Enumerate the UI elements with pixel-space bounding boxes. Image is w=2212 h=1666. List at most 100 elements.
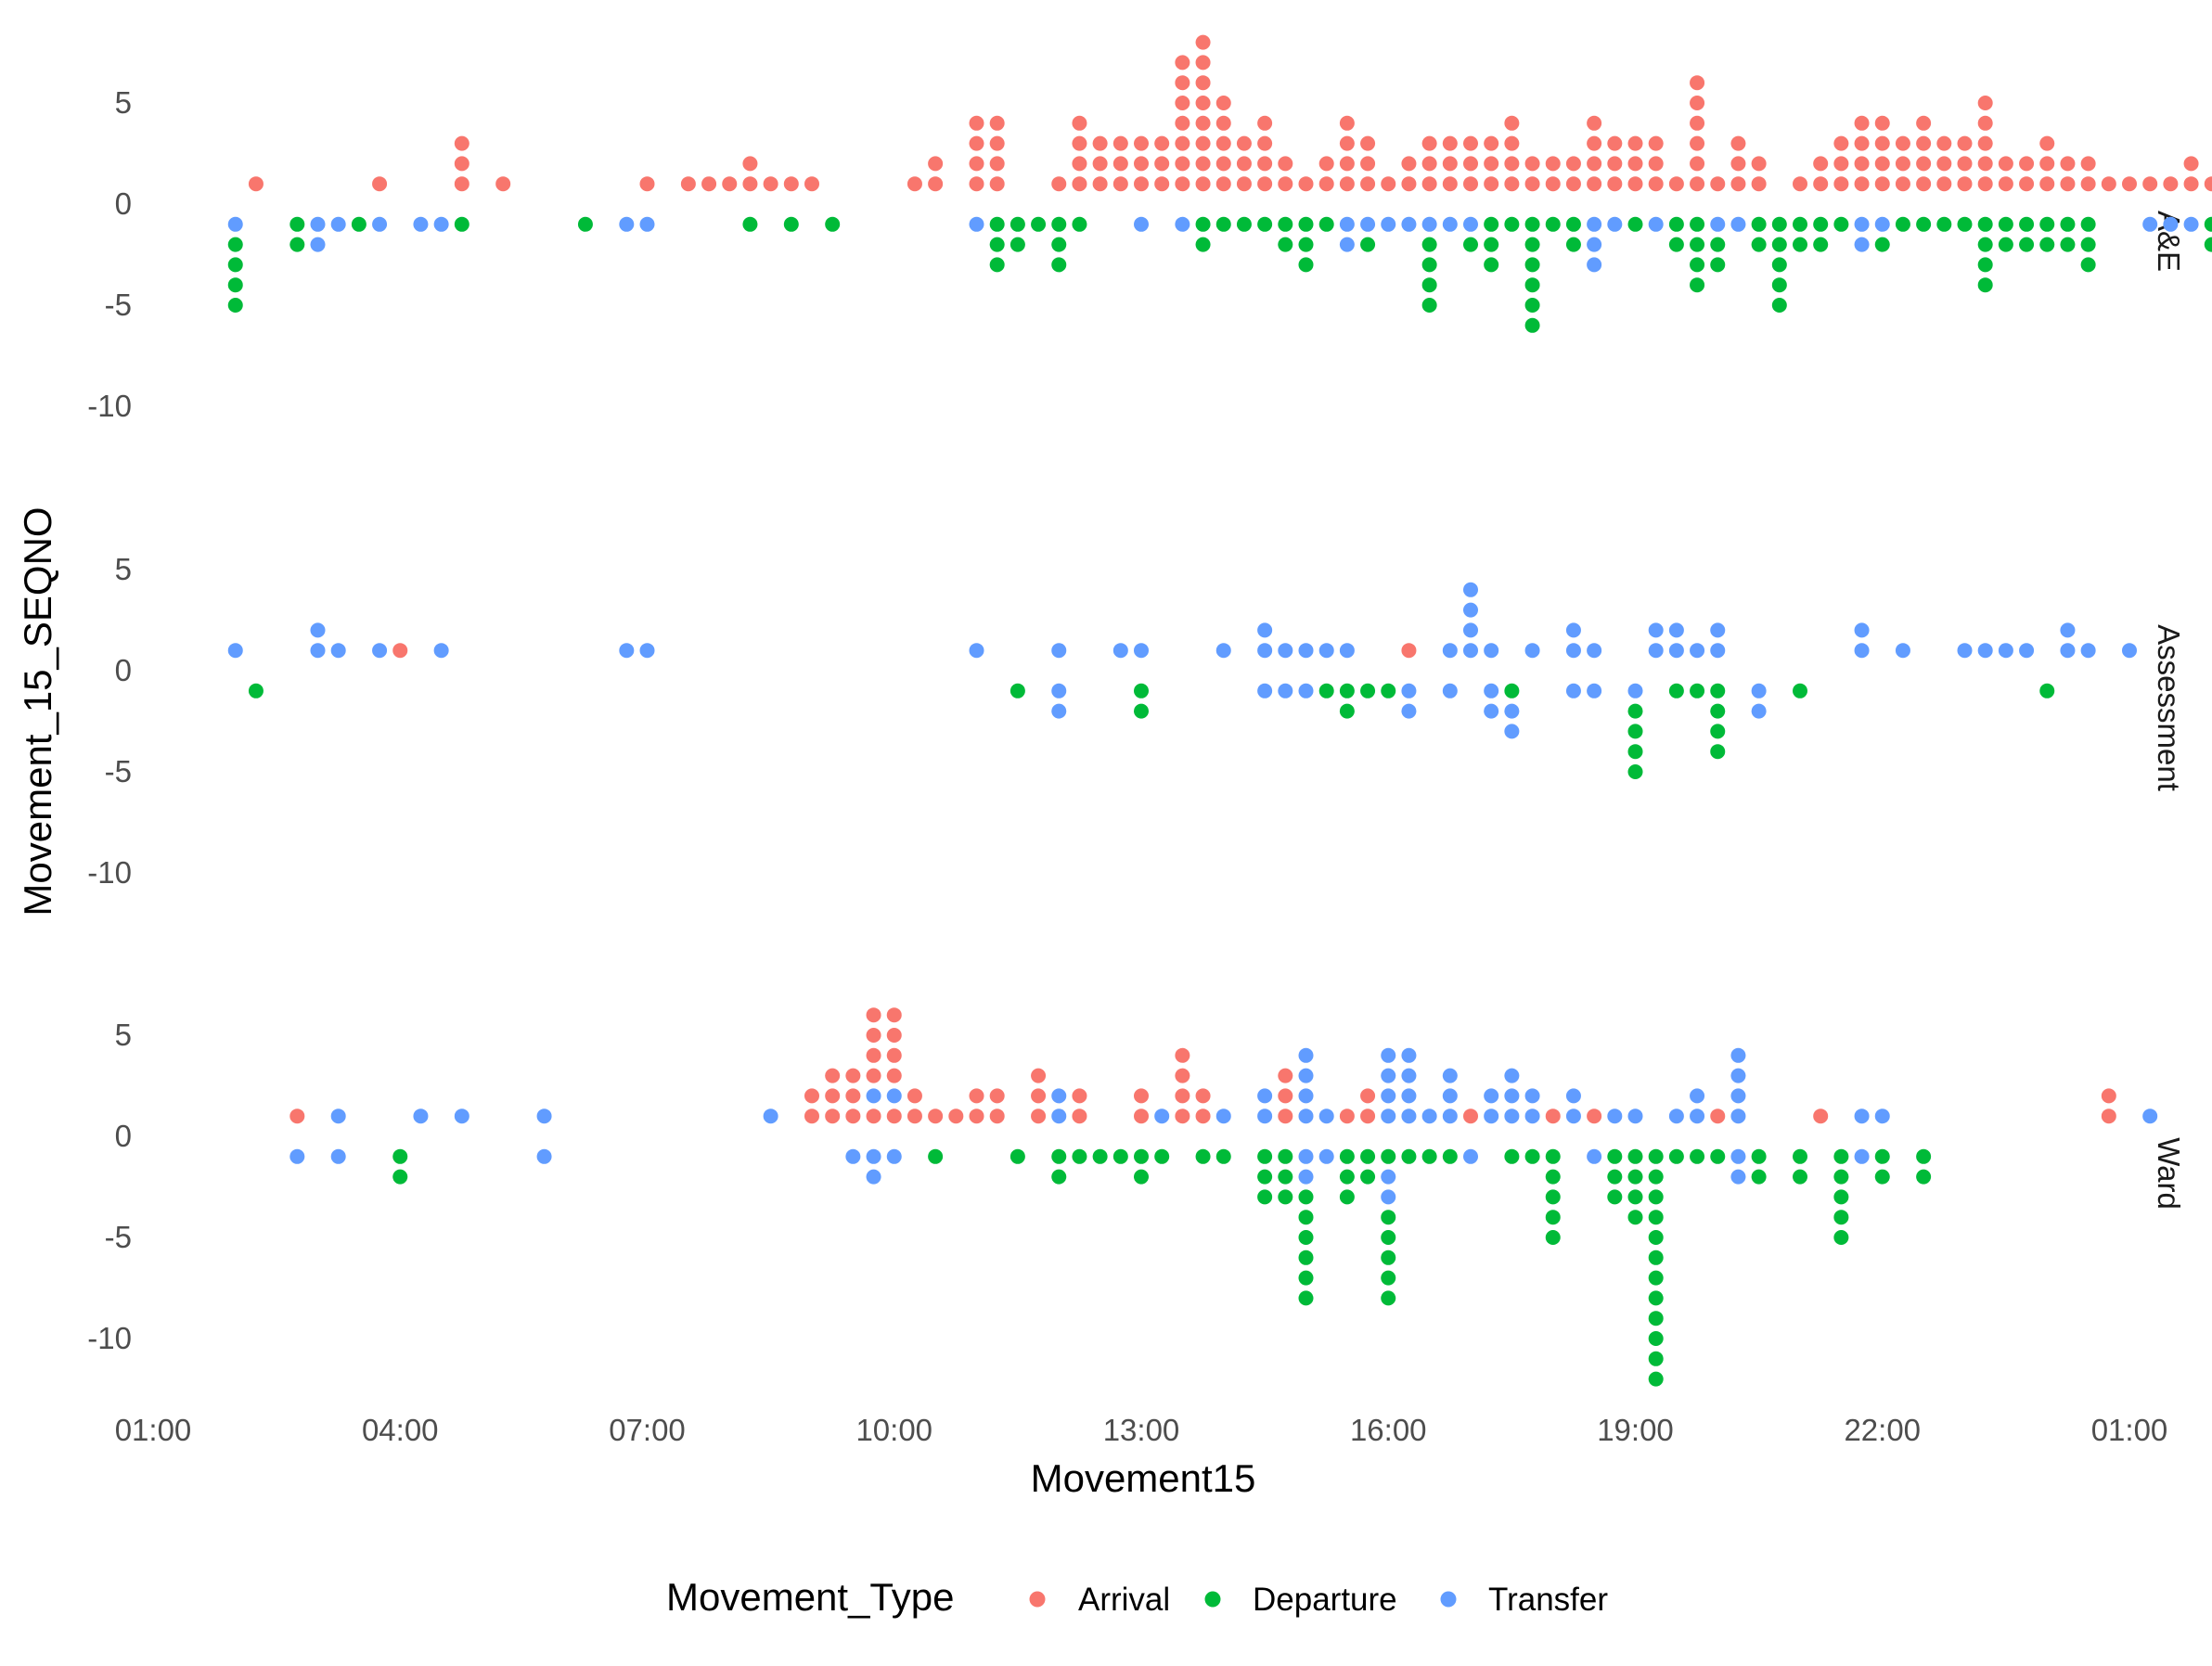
- data-point: [1051, 216, 1067, 232]
- data-point: [2039, 156, 2055, 172]
- data-point: [1668, 643, 1684, 659]
- data-point: [1421, 1109, 1437, 1124]
- data-point: [1710, 257, 1726, 273]
- data-point: [1587, 115, 1602, 131]
- data-point: [969, 176, 984, 192]
- data-point: [1381, 1047, 1396, 1063]
- data-point: [1195, 237, 1211, 252]
- data-point: [989, 135, 1005, 151]
- data-point: [1524, 643, 1540, 659]
- data-point: [310, 643, 326, 659]
- data-point: [1031, 1088, 1047, 1104]
- data-point: [1072, 1148, 1087, 1164]
- legend-item-arrival: Arrival: [1029, 1582, 1170, 1618]
- data-point: [1257, 135, 1273, 151]
- data-point: [1278, 1169, 1293, 1185]
- data-point: [1607, 216, 1623, 232]
- data-point: [1545, 1230, 1561, 1245]
- data-point: [1339, 216, 1355, 232]
- data-point: [1484, 643, 1499, 659]
- data-point: [1607, 156, 1623, 172]
- data-point: [1668, 176, 1684, 192]
- data-point: [1916, 176, 1932, 192]
- data-point: [1690, 176, 1705, 192]
- data-point: [1010, 1148, 1025, 1164]
- data-point: [330, 216, 346, 232]
- data-point: [1833, 176, 1849, 192]
- data-point: [1730, 1047, 1746, 1063]
- data-point: [1668, 237, 1684, 252]
- data-point: [227, 237, 243, 252]
- data-point: [639, 643, 655, 659]
- data-point: [1278, 156, 1293, 172]
- data-point: [1690, 216, 1705, 232]
- data-point: [1381, 1148, 1396, 1164]
- data-point: [1524, 216, 1540, 232]
- data-point: [1010, 683, 1025, 698]
- data-point: [1051, 703, 1067, 719]
- data-point: [1833, 156, 1849, 172]
- data-point: [886, 1088, 902, 1104]
- data-point: [1339, 135, 1355, 151]
- data-point: [1648, 1189, 1664, 1205]
- data-point: [1916, 115, 1932, 131]
- data-point: [1257, 643, 1273, 659]
- data-point: [639, 176, 655, 192]
- data-point: [2060, 216, 2076, 232]
- data-point: [1710, 643, 1726, 659]
- data-point: [1421, 298, 1437, 313]
- data-point: [248, 683, 264, 698]
- data-point: [1565, 216, 1581, 232]
- data-point: [1298, 1047, 1314, 1063]
- data-point: [1381, 1189, 1396, 1205]
- data-point: [1421, 135, 1437, 151]
- data-point: [1154, 135, 1170, 151]
- data-point: [1977, 643, 1993, 659]
- data-point: [825, 216, 841, 232]
- data-point: [1957, 643, 1973, 659]
- data-point: [227, 216, 243, 232]
- data-point: [866, 1169, 881, 1185]
- data-point: [1565, 237, 1581, 252]
- data-point: [1215, 135, 1231, 151]
- data-point: [1690, 156, 1705, 172]
- data-point: [1627, 1169, 1643, 1185]
- data-point: [1484, 1088, 1499, 1104]
- data-point: [1134, 156, 1149, 172]
- data-point: [1278, 1088, 1293, 1104]
- data-point: [1565, 683, 1581, 698]
- data-point: [1504, 1109, 1520, 1124]
- data-point: [1690, 683, 1705, 698]
- data-point: [1318, 683, 1334, 698]
- data-point: [1627, 1109, 1643, 1124]
- data-point: [1648, 1351, 1664, 1366]
- data-point: [2183, 156, 2199, 172]
- data-point: [1175, 55, 1190, 70]
- data-point: [886, 1047, 902, 1063]
- data-point: [310, 237, 326, 252]
- data-point: [1565, 1088, 1581, 1104]
- data-point: [1421, 237, 1437, 252]
- data-point: [1278, 1189, 1293, 1205]
- data-point: [1484, 703, 1499, 719]
- data-point: [989, 115, 1005, 131]
- data-point: [1421, 257, 1437, 273]
- data-point: [1236, 135, 1252, 151]
- data-point: [1298, 237, 1314, 252]
- data-point: [763, 176, 778, 192]
- data-point: [1916, 156, 1932, 172]
- data-point: [1957, 156, 1973, 172]
- data-point: [1401, 1148, 1417, 1164]
- data-point: [1463, 135, 1478, 151]
- data-point: [1627, 156, 1643, 172]
- data-point: [969, 115, 984, 131]
- data-point: [1215, 216, 1231, 232]
- data-point: [1793, 1148, 1807, 1164]
- data-point: [1751, 683, 1767, 698]
- data-point: [1565, 156, 1581, 172]
- data-point: [1957, 216, 1973, 232]
- data-point: [1936, 156, 1952, 172]
- data-point: [1504, 156, 1520, 172]
- data-point: [227, 277, 243, 293]
- data-point: [1442, 156, 1458, 172]
